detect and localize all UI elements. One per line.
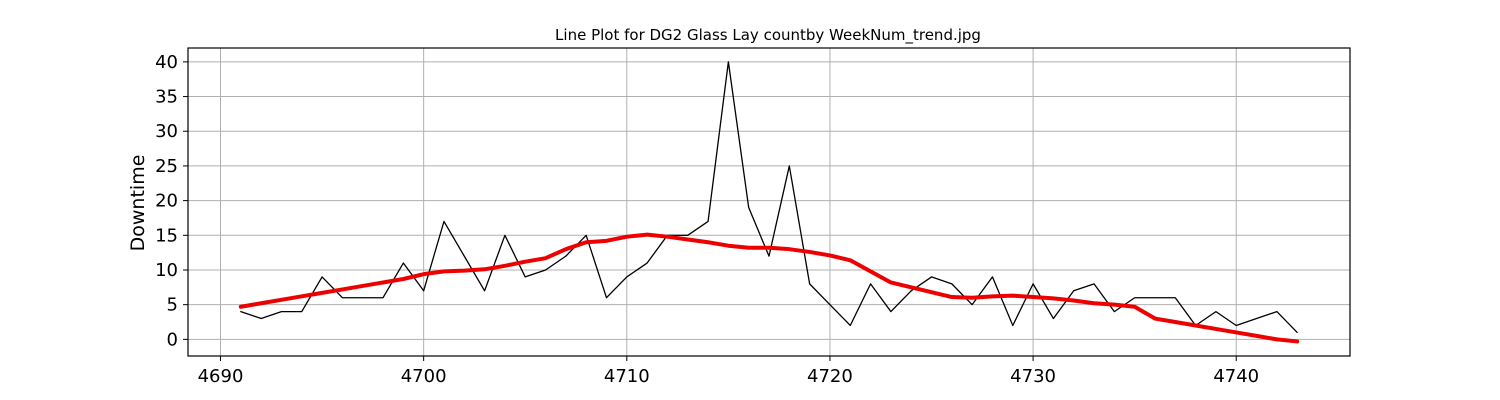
y-tick-label: 35 (155, 87, 178, 108)
downtime-line (240, 61, 1298, 334)
x-tick-label: 4710 (604, 366, 650, 387)
x-tick-label: 4730 (1010, 366, 1056, 387)
y-axis: 0 5 10 15 20 25 30 35 40 (155, 52, 188, 350)
y-axis-title: Downtime (127, 155, 149, 252)
y-tick-label: 40 (155, 52, 178, 73)
grid (188, 48, 1350, 356)
y-tick-label: 15 (155, 225, 178, 246)
trend-line (238, 232, 1300, 344)
y-tick-label: 20 (155, 191, 178, 212)
x-axis: 4690 4700 4710 4720 4730 4740 (198, 356, 1259, 387)
y-tick-label: 25 (155, 156, 178, 177)
y-tick-label: 5 (167, 295, 178, 316)
x-tick-label: 4700 (401, 366, 447, 387)
x-tick-label: 4740 (1213, 366, 1259, 387)
plot-area-frame (187, 47, 1351, 357)
x-tick-label: 4690 (198, 366, 244, 387)
series-layer (238, 61, 1300, 344)
chart-title: Line Plot for DG2 Glass Lay countby Week… (555, 26, 981, 45)
x-tick-label: 4720 (807, 366, 853, 387)
y-tick-label: 30 (155, 121, 178, 142)
y-tick-label: 10 (155, 260, 178, 281)
y-tick-label: 0 (167, 329, 178, 350)
